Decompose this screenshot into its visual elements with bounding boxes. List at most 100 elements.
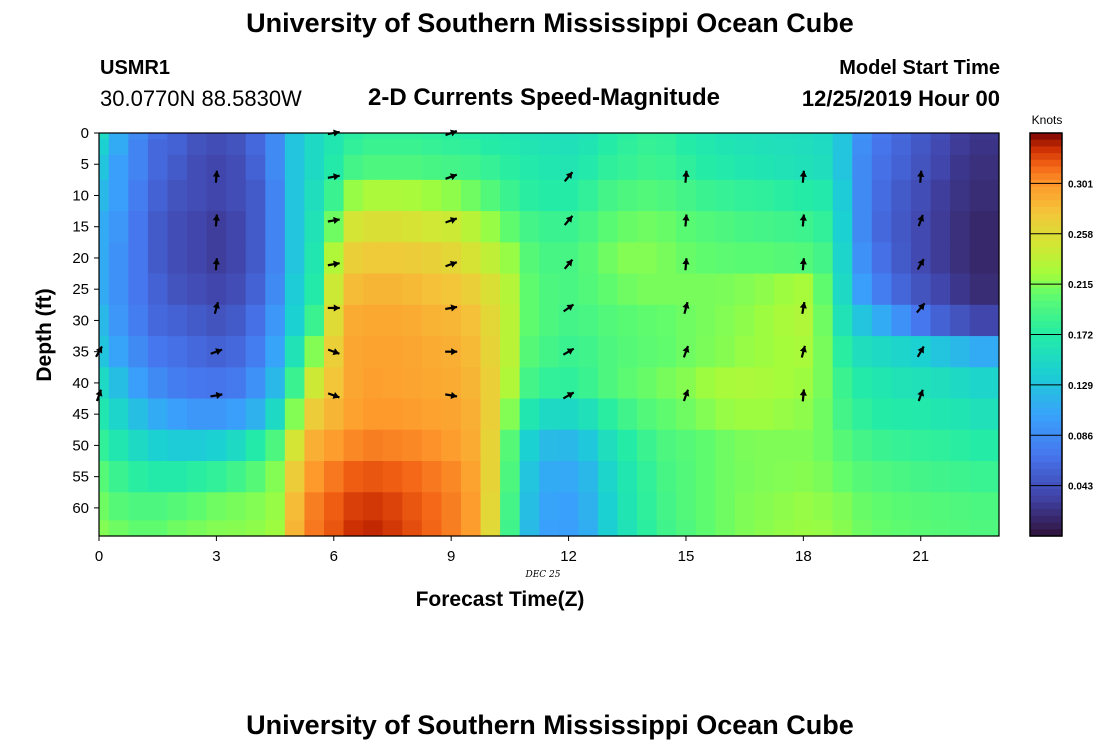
heatmap-cell — [852, 398, 873, 431]
heatmap-cell — [774, 492, 795, 521]
heatmap-cell — [558, 179, 579, 212]
heatmap-cell — [617, 367, 638, 400]
heatmap-cell — [343, 336, 364, 368]
heatmap-cell — [460, 492, 482, 521]
heatmap-cell — [402, 242, 423, 275]
heatmap-cell — [617, 336, 638, 368]
heatmap-cell — [832, 429, 853, 462]
heatmap-cell — [930, 461, 951, 493]
colorbar-tick-label: 0.086 — [1068, 431, 1093, 442]
heatmap-cell — [715, 398, 736, 431]
heatmap-cell — [187, 211, 208, 243]
colorbar-segment — [1030, 240, 1062, 248]
heatmap-cell — [754, 429, 775, 462]
heatmap-cell — [187, 367, 208, 400]
heatmap-cell — [558, 461, 579, 493]
heatmap-cell — [519, 367, 540, 400]
heatmap-cell — [460, 429, 482, 462]
heatmap-cell — [147, 367, 169, 400]
heatmap-cell — [656, 133, 677, 140]
heatmap-cell — [637, 304, 658, 337]
heatmap-cell — [969, 133, 1000, 140]
heatmap-cell — [676, 461, 697, 493]
colorbar-segment — [1030, 394, 1062, 403]
heatmap-cell — [147, 461, 169, 493]
heatmap-cell — [128, 179, 149, 212]
heatmap-cell — [284, 211, 306, 243]
heatmap-cell — [421, 242, 442, 275]
heatmap-cell — [402, 139, 423, 156]
heatmap-cell — [676, 367, 697, 400]
heatmap-cell — [637, 367, 658, 400]
heatmap-cell — [774, 367, 795, 400]
heatmap-cell — [402, 133, 423, 140]
heatmap-cell — [480, 139, 501, 156]
heatmap-cell — [167, 520, 188, 537]
heatmap-cell — [519, 133, 540, 140]
current-arrow — [562, 391, 575, 400]
heatmap-cell — [421, 133, 442, 140]
y-tick-label: 20 — [72, 250, 89, 267]
heatmap-cell — [284, 520, 306, 537]
colorbar-segment — [1030, 455, 1062, 463]
heatmap-cell — [187, 154, 208, 181]
current-arrow — [212, 170, 220, 183]
heatmap-cell — [363, 133, 384, 140]
heatmap-cell — [793, 429, 814, 462]
heatmap-cell — [930, 492, 951, 521]
heatmap-cell — [852, 211, 873, 243]
heatmap-cell — [617, 154, 638, 181]
heatmap-cell — [402, 154, 423, 181]
heatmap-cell — [617, 179, 638, 212]
heatmap-cell — [871, 398, 892, 431]
heatmap-cell — [519, 336, 540, 368]
heatmap-cell — [363, 242, 384, 275]
heatmap-cell — [558, 304, 579, 337]
colorbar-segment — [1030, 522, 1062, 530]
heatmap-cell — [441, 179, 462, 212]
heatmap-cell — [480, 492, 501, 521]
heatmap-cell — [793, 304, 814, 337]
heatmap-cell — [99, 242, 110, 275]
heatmap-cell — [284, 179, 306, 212]
heatmap-cell — [519, 492, 540, 521]
model-start-value: 12/25/2019 Hour 00 — [801, 86, 1000, 111]
heatmap-cell — [500, 133, 521, 140]
heatmap-cell — [852, 273, 873, 306]
heatmap-cell — [774, 211, 795, 243]
heatmap-cell — [695, 367, 716, 400]
heatmap-cell — [930, 139, 951, 156]
heatmap-cell — [245, 242, 266, 275]
heatmap-cell — [734, 367, 756, 400]
heatmap-cell — [226, 398, 247, 431]
heatmap-cell — [108, 461, 129, 493]
current-arrow — [327, 348, 340, 356]
heatmap-cell — [108, 304, 129, 337]
heatmap-cell — [206, 429, 227, 462]
colorbar-tick-label: 0.258 — [1068, 230, 1093, 241]
current-arrow — [917, 389, 925, 402]
colorbar-segment — [1030, 408, 1062, 416]
heatmap-cell — [950, 179, 971, 212]
heatmap-cell — [519, 273, 540, 306]
heatmap-cell — [597, 367, 619, 400]
heatmap-cell — [950, 242, 971, 275]
current-arrow — [563, 258, 574, 270]
heatmap-cell — [108, 367, 129, 400]
current-arrow — [917, 170, 925, 183]
heatmap-cell — [676, 139, 697, 156]
colorbar-segment — [1030, 146, 1062, 154]
current-arrow — [212, 301, 220, 315]
heatmap-cell — [539, 367, 560, 400]
heatmap-cell — [695, 242, 716, 275]
x-axis: 0 3 6 9 12 15 18 21 — [95, 536, 929, 565]
heatmap-cell — [871, 520, 892, 537]
heatmap-cell — [284, 273, 306, 306]
heatmap-cell — [539, 154, 560, 181]
heatmap-cell — [676, 492, 697, 521]
colorbar-segment — [1030, 307, 1062, 315]
heatmap-cell — [637, 429, 658, 462]
heatmap-cell — [637, 492, 658, 521]
colorbar-segment — [1030, 354, 1062, 362]
heatmap-cell — [167, 398, 188, 431]
